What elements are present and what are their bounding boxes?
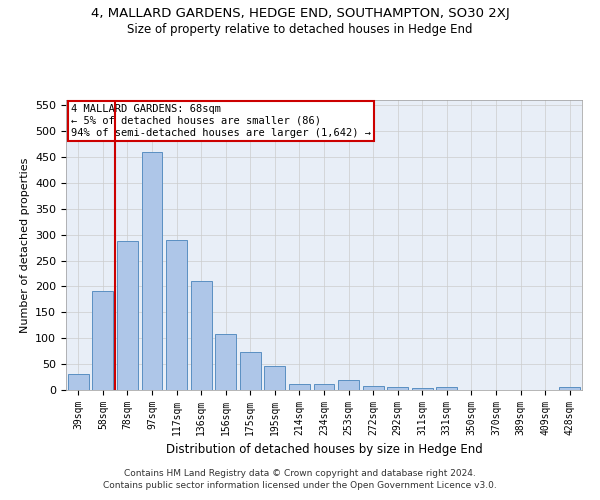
- Bar: [314, 384, 334, 390]
- Bar: [362, 386, 383, 390]
- Bar: [436, 388, 457, 390]
- Bar: [68, 374, 89, 390]
- Y-axis label: Number of detached properties: Number of detached properties: [20, 158, 29, 332]
- Text: Contains HM Land Registry data © Crown copyright and database right 2024.
Contai: Contains HM Land Registry data © Crown c…: [103, 469, 497, 490]
- Bar: [215, 334, 236, 390]
- Bar: [289, 384, 310, 390]
- Bar: [338, 380, 359, 390]
- Bar: [142, 152, 163, 390]
- Text: 4, MALLARD GARDENS, HEDGE END, SOUTHAMPTON, SO30 2XJ: 4, MALLARD GARDENS, HEDGE END, SOUTHAMPT…: [91, 8, 509, 20]
- Text: 4 MALLARD GARDENS: 68sqm
← 5% of detached houses are smaller (86)
94% of semi-de: 4 MALLARD GARDENS: 68sqm ← 5% of detache…: [71, 104, 371, 138]
- Bar: [166, 240, 187, 390]
- Bar: [412, 388, 433, 390]
- Bar: [387, 387, 408, 390]
- Bar: [240, 352, 261, 390]
- Bar: [92, 290, 113, 390]
- Text: Size of property relative to detached houses in Hedge End: Size of property relative to detached ho…: [127, 22, 473, 36]
- Bar: [265, 366, 286, 390]
- X-axis label: Distribution of detached houses by size in Hedge End: Distribution of detached houses by size …: [166, 444, 482, 456]
- Bar: [559, 388, 580, 390]
- Bar: [191, 280, 212, 390]
- Bar: [117, 241, 138, 390]
